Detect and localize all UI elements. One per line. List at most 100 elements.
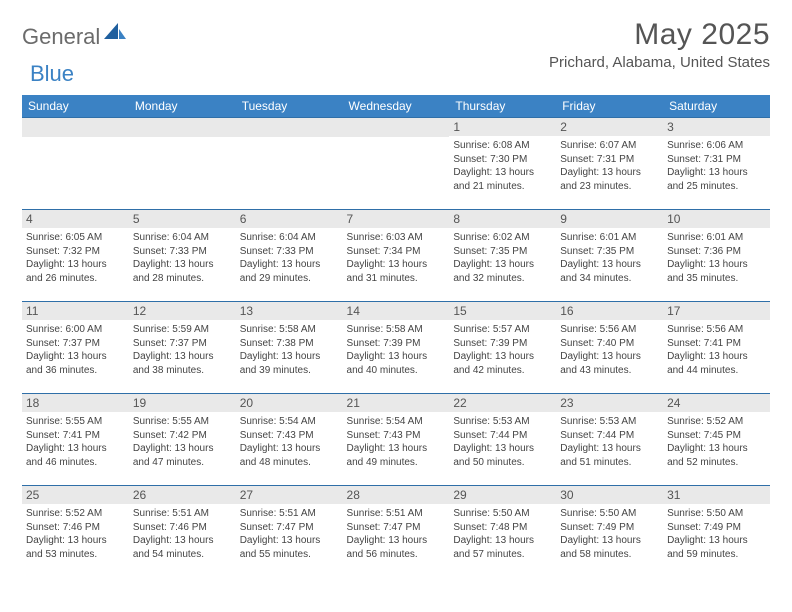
cell-body: Sunrise: 6:08 AMSunset: 7:30 PMDaylight:… [449, 136, 556, 196]
cell-line: Sunrise: 6:00 AM [26, 323, 125, 337]
cell-line: Daylight: 13 hours and 36 minutes. [26, 350, 125, 377]
cell-line: Daylight: 13 hours and 28 minutes. [133, 258, 232, 285]
cell-line: Sunrise: 5:51 AM [347, 507, 446, 521]
cell-body: Sunrise: 5:51 AMSunset: 7:47 PMDaylight:… [343, 504, 450, 564]
day-number: 8 [449, 209, 556, 228]
day-number: 29 [449, 485, 556, 504]
cell-body: Sunrise: 6:01 AMSunset: 7:36 PMDaylight:… [663, 228, 770, 288]
calendar-cell: 5Sunrise: 6:04 AMSunset: 7:33 PMDaylight… [129, 209, 236, 301]
day-header: Monday [129, 95, 236, 117]
day-header-row: Sunday Monday Tuesday Wednesday Thursday… [22, 95, 770, 117]
cell-line: Sunset: 7:41 PM [26, 429, 125, 443]
cell-line: Sunrise: 5:55 AM [133, 415, 232, 429]
month-title: May 2025 [549, 18, 770, 52]
calendar-cell: 25Sunrise: 5:52 AMSunset: 7:46 PMDayligh… [22, 485, 129, 577]
cell-line: Daylight: 13 hours and 47 minutes. [133, 442, 232, 469]
cell-line: Sunrise: 6:06 AM [667, 139, 766, 153]
day-number: 20 [236, 393, 343, 412]
cell-body: Sunrise: 5:50 AMSunset: 7:48 PMDaylight:… [449, 504, 556, 564]
cell-body: Sunrise: 5:55 AMSunset: 7:42 PMDaylight:… [129, 412, 236, 472]
day-number: 26 [129, 485, 236, 504]
day-header: Tuesday [236, 95, 343, 117]
cell-body: Sunrise: 6:05 AMSunset: 7:32 PMDaylight:… [22, 228, 129, 288]
day-number: 14 [343, 301, 450, 320]
sail-icon [104, 23, 126, 46]
cell-line: Sunset: 7:47 PM [240, 521, 339, 535]
cell-line: Sunrise: 6:03 AM [347, 231, 446, 245]
cell-line: Sunset: 7:46 PM [26, 521, 125, 535]
day-number: 9 [556, 209, 663, 228]
cell-line: Daylight: 13 hours and 50 minutes. [453, 442, 552, 469]
cell-line: Sunrise: 5:53 AM [453, 415, 552, 429]
cell-line: Sunrise: 5:53 AM [560, 415, 659, 429]
day-number: 11 [22, 301, 129, 320]
cell-line: Daylight: 13 hours and 52 minutes. [667, 442, 766, 469]
location: Prichard, Alabama, United States [549, 54, 770, 71]
cell-line: Sunrise: 5:54 AM [347, 415, 446, 429]
day-number: 1 [449, 117, 556, 136]
title-block: May 2025 Prichard, Alabama, United State… [549, 18, 770, 71]
cell-line: Sunrise: 5:50 AM [667, 507, 766, 521]
calendar-cell: 28Sunrise: 5:51 AMSunset: 7:47 PMDayligh… [343, 485, 450, 577]
day-number: 23 [556, 393, 663, 412]
cell-line: Sunrise: 5:56 AM [560, 323, 659, 337]
cell-body: Sunrise: 6:04 AMSunset: 7:33 PMDaylight:… [129, 228, 236, 288]
cell-body: Sunrise: 6:00 AMSunset: 7:37 PMDaylight:… [22, 320, 129, 380]
cell-body: Sunrise: 5:54 AMSunset: 7:43 PMDaylight:… [343, 412, 450, 472]
cell-line: Daylight: 13 hours and 25 minutes. [667, 166, 766, 193]
calendar-cell: 21Sunrise: 5:54 AMSunset: 7:43 PMDayligh… [343, 393, 450, 485]
cell-line: Sunset: 7:44 PM [560, 429, 659, 443]
cell-body: Sunrise: 5:52 AMSunset: 7:45 PMDaylight:… [663, 412, 770, 472]
cell-line: Sunset: 7:37 PM [26, 337, 125, 351]
cell-line: Sunrise: 5:54 AM [240, 415, 339, 429]
cell-line: Sunset: 7:48 PM [453, 521, 552, 535]
cell-body: Sunrise: 5:50 AMSunset: 7:49 PMDaylight:… [663, 504, 770, 564]
calendar-cell: 2Sunrise: 6:07 AMSunset: 7:31 PMDaylight… [556, 117, 663, 209]
cell-body: Sunrise: 5:55 AMSunset: 7:41 PMDaylight:… [22, 412, 129, 472]
day-number: 24 [663, 393, 770, 412]
cell-body: Sunrise: 5:57 AMSunset: 7:39 PMDaylight:… [449, 320, 556, 380]
calendar-cell [129, 117, 236, 209]
calendar-cell: 16Sunrise: 5:56 AMSunset: 7:40 PMDayligh… [556, 301, 663, 393]
calendar-week-row: 11Sunrise: 6:00 AMSunset: 7:37 PMDayligh… [22, 301, 770, 393]
cell-line: Daylight: 13 hours and 43 minutes. [560, 350, 659, 377]
cell-line: Sunrise: 5:51 AM [240, 507, 339, 521]
cell-line: Sunset: 7:33 PM [133, 245, 232, 259]
cell-line: Sunset: 7:43 PM [347, 429, 446, 443]
cell-line: Sunset: 7:39 PM [347, 337, 446, 351]
cell-line: Daylight: 13 hours and 23 minutes. [560, 166, 659, 193]
cell-body [236, 137, 343, 143]
cell-line: Daylight: 13 hours and 58 minutes. [560, 534, 659, 561]
cell-body: Sunrise: 5:51 AMSunset: 7:47 PMDaylight:… [236, 504, 343, 564]
cell-line: Sunrise: 5:59 AM [133, 323, 232, 337]
cell-line: Sunrise: 5:51 AM [133, 507, 232, 521]
day-number: 5 [129, 209, 236, 228]
calendar-cell: 29Sunrise: 5:50 AMSunset: 7:48 PMDayligh… [449, 485, 556, 577]
calendar-cell: 9Sunrise: 6:01 AMSunset: 7:35 PMDaylight… [556, 209, 663, 301]
cell-line: Sunset: 7:38 PM [240, 337, 339, 351]
cell-line: Daylight: 13 hours and 29 minutes. [240, 258, 339, 285]
cell-body: Sunrise: 5:52 AMSunset: 7:46 PMDaylight:… [22, 504, 129, 564]
cell-line: Daylight: 13 hours and 32 minutes. [453, 258, 552, 285]
day-number: 28 [343, 485, 450, 504]
cell-line: Daylight: 13 hours and 48 minutes. [240, 442, 339, 469]
calendar-cell [343, 117, 450, 209]
cell-line: Sunset: 7:45 PM [667, 429, 766, 443]
cell-line: Sunrise: 5:56 AM [667, 323, 766, 337]
calendar-cell: 26Sunrise: 5:51 AMSunset: 7:46 PMDayligh… [129, 485, 236, 577]
cell-body: Sunrise: 5:54 AMSunset: 7:43 PMDaylight:… [236, 412, 343, 472]
cell-line: Daylight: 13 hours and 26 minutes. [26, 258, 125, 285]
cell-line: Sunset: 7:44 PM [453, 429, 552, 443]
calendar-cell: 18Sunrise: 5:55 AMSunset: 7:41 PMDayligh… [22, 393, 129, 485]
day-number: 22 [449, 393, 556, 412]
day-number [22, 117, 129, 137]
calendar-cell: 10Sunrise: 6:01 AMSunset: 7:36 PMDayligh… [663, 209, 770, 301]
cell-line: Daylight: 13 hours and 40 minutes. [347, 350, 446, 377]
day-number: 15 [449, 301, 556, 320]
cell-line: Sunrise: 5:58 AM [347, 323, 446, 337]
cell-line: Daylight: 13 hours and 56 minutes. [347, 534, 446, 561]
day-number: 30 [556, 485, 663, 504]
cell-line: Sunset: 7:33 PM [240, 245, 339, 259]
cell-line: Sunrise: 6:04 AM [240, 231, 339, 245]
cell-body: Sunrise: 5:59 AMSunset: 7:37 PMDaylight:… [129, 320, 236, 380]
